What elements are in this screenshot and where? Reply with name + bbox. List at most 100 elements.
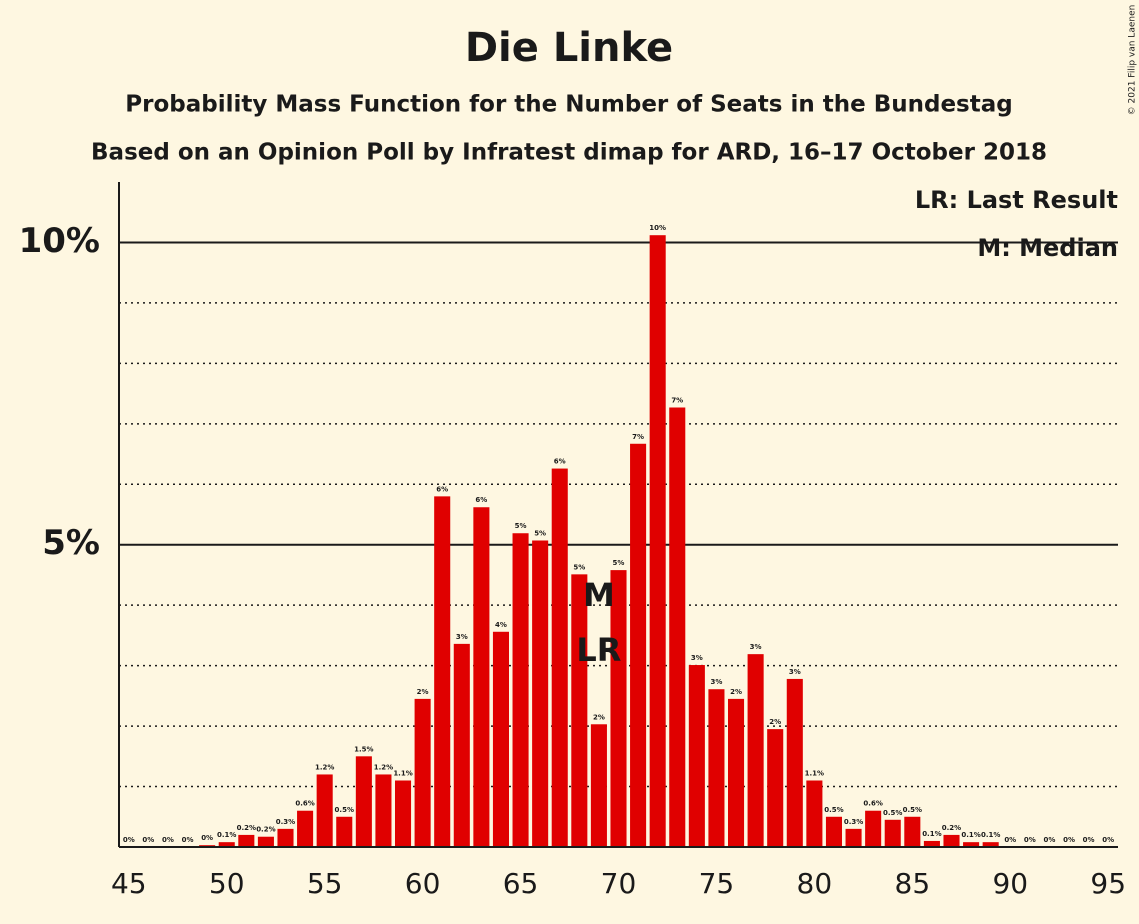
legend-entry: M: Median <box>977 234 1118 262</box>
value-label: 0.2% <box>942 824 961 832</box>
value-label: 6% <box>475 496 487 504</box>
value-label: 0% <box>1004 836 1016 844</box>
value-label: 0.5% <box>824 806 843 814</box>
value-label: 7% <box>632 433 644 441</box>
value-label: 0.5% <box>335 806 354 814</box>
value-label: 5% <box>613 559 625 567</box>
bar <box>257 836 274 847</box>
value-label: 0.6% <box>295 800 314 808</box>
bar <box>688 665 705 847</box>
bar <box>375 774 392 847</box>
value-label: 3% <box>456 633 468 641</box>
bar <box>708 689 725 847</box>
bar <box>551 468 568 847</box>
value-label: 0.5% <box>903 806 922 814</box>
bar <box>434 496 451 847</box>
bar <box>630 443 647 847</box>
value-label: 2% <box>417 688 429 696</box>
value-label: 0.1% <box>922 830 941 838</box>
value-label: 4% <box>495 621 507 629</box>
value-label: 0.1% <box>961 831 980 839</box>
value-label: 0% <box>1043 836 1055 844</box>
x-tick-label: 45 <box>111 867 147 900</box>
bar <box>982 842 999 847</box>
value-label: 0% <box>1083 836 1095 844</box>
x-tick-label: 80 <box>797 867 833 900</box>
chart-subtitle: Based on an Opinion Poll by Infratest di… <box>91 140 1047 166</box>
bar <box>512 533 529 847</box>
value-label: 2% <box>593 713 605 721</box>
annotation: M <box>583 576 615 614</box>
value-label: 0% <box>1102 836 1114 844</box>
x-tick-label: 65 <box>503 867 539 900</box>
value-label: 0% <box>201 834 213 842</box>
bar <box>865 810 882 847</box>
y-tick-label: 10% <box>19 221 100 261</box>
x-tick-label: 55 <box>307 867 343 900</box>
bar <box>297 810 314 847</box>
y-tick-label: 5% <box>42 523 100 563</box>
x-tick-label: 85 <box>895 867 931 900</box>
x-tick-label: 70 <box>601 867 637 900</box>
value-label: 0.2% <box>256 826 275 834</box>
value-label: 3% <box>710 678 722 686</box>
bar <box>963 842 980 847</box>
bar <box>669 407 686 847</box>
x-tick-label: 60 <box>405 867 441 900</box>
value-label: 3% <box>789 668 801 676</box>
chart-title: Die Linke <box>465 25 673 71</box>
x-tick-label: 95 <box>1090 867 1126 900</box>
value-label: 6% <box>554 458 566 466</box>
value-label: 5% <box>515 522 527 530</box>
chart-subtitle: Probability Mass Function for the Number… <box>125 92 1012 118</box>
bar <box>806 780 823 847</box>
bar <box>492 631 510 847</box>
value-label: 0.2% <box>237 824 256 832</box>
bar <box>532 540 549 847</box>
bar <box>610 570 627 847</box>
bar <box>786 678 803 847</box>
bar <box>904 816 921 847</box>
bar <box>238 834 255 847</box>
value-label: 5% <box>534 529 546 537</box>
bar <box>277 828 294 847</box>
value-label: 0.3% <box>276 818 295 826</box>
value-label: 0% <box>162 836 174 844</box>
value-label: 1.2% <box>315 763 334 771</box>
value-label: 2% <box>769 718 781 726</box>
value-label: 6% <box>436 485 448 493</box>
value-label: 0.1% <box>981 831 1000 839</box>
value-label: 1.1% <box>805 770 824 778</box>
bar <box>336 816 353 847</box>
value-label: 1.2% <box>374 763 393 771</box>
legend-entry: LR: Last Result <box>915 186 1118 214</box>
x-tick-label: 50 <box>209 867 245 900</box>
value-label: 0.3% <box>844 818 863 826</box>
bar <box>825 816 843 847</box>
bar <box>316 774 333 847</box>
value-label: 0% <box>1024 836 1036 844</box>
bar <box>943 834 960 847</box>
value-label: 2% <box>730 688 742 696</box>
value-label: 0% <box>142 836 154 844</box>
bar <box>218 842 235 847</box>
bar <box>414 698 431 847</box>
bar <box>845 828 862 847</box>
bar <box>767 729 784 847</box>
value-label: 3% <box>750 643 762 651</box>
annotation: LR <box>576 631 621 669</box>
value-label: 7% <box>671 396 683 404</box>
bar <box>394 780 412 847</box>
copyright: © 2021 Filip van Laenen <box>1128 5 1138 116</box>
value-label: 3% <box>691 654 703 662</box>
bar <box>590 724 607 847</box>
value-label: 0.5% <box>883 809 902 817</box>
bar <box>649 235 666 847</box>
value-label: 0.6% <box>863 800 882 808</box>
value-label: 0% <box>123 836 135 844</box>
bar <box>727 698 745 847</box>
bar <box>923 840 940 847</box>
bar <box>884 819 901 847</box>
value-label: 5% <box>573 563 585 571</box>
bar <box>453 643 470 847</box>
